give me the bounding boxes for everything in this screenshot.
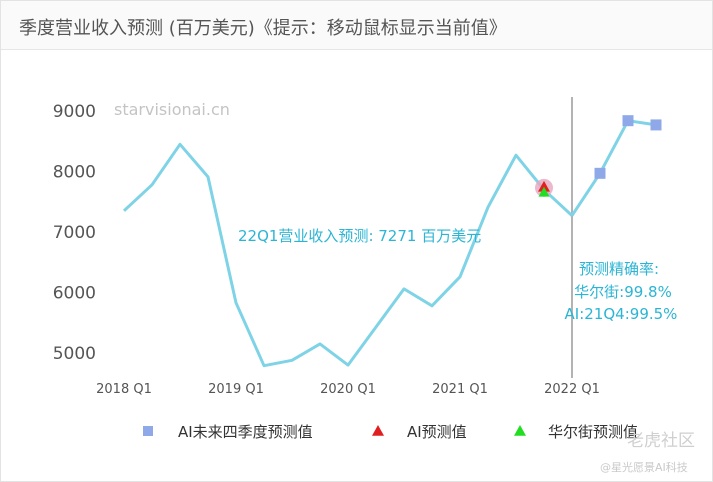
legend-green-triangle-swatch [514, 425, 526, 436]
forecast-square-marker[interactable] [622, 115, 634, 127]
y-tick-label: 6000 [53, 284, 96, 304]
y-tick-label: 9000 [53, 102, 96, 122]
legend[interactable]: AI未来四季度预测值 AI预测值 华尔街预测值 [143, 423, 638, 441]
title-bar: 季度营业收入预测 (百万美元)《提示：移动鼠标显示当前值》 [1, 1, 712, 50]
forecast-annotation: 22Q1营业收入预测: 7271 百万美元 [238, 227, 481, 245]
data-markers[interactable] [535, 115, 662, 197]
y-axis-ticks: 5000 6000 7000 8000 9000 [53, 102, 96, 364]
legend-label[interactable]: AI预测值 [407, 423, 467, 441]
forecast-line[interactable] [570, 119, 657, 217]
y-tick-label: 5000 [53, 344, 96, 364]
y-tick-label: 8000 [53, 163, 96, 183]
x-tick-label: 2021 Q1 [432, 382, 488, 397]
x-tick-label: 2022 Q1 [544, 382, 600, 397]
brand-watermark: 老虎社区 [627, 431, 695, 451]
legend-label[interactable]: 华尔街预测值 [548, 423, 638, 441]
legend-red-triangle-swatch [372, 425, 384, 436]
accuracy-wallstreet: 华尔街:99.8% [574, 283, 672, 301]
accuracy-heading: 预测精确率: [579, 260, 659, 278]
wallstreet-forecast-marker[interactable] [538, 186, 550, 197]
legend-label[interactable]: AI未来四季度预测值 [178, 423, 313, 441]
chart-title: 季度营业收入预测 (百万美元)《提示：移动鼠标显示当前值》 [19, 18, 507, 39]
revenue-line[interactable] [122, 142, 574, 368]
y-tick-label: 7000 [53, 223, 96, 243]
accuracy-ai: AI:21Q4:99.5% [565, 305, 678, 323]
legend-square-swatch [143, 426, 153, 436]
forecast-square-marker[interactable] [650, 119, 662, 131]
credit-watermark: @星光愿景AI科技 [600, 460, 688, 474]
site-watermark: starvisionai.cn [114, 100, 230, 119]
x-tick-label: 2020 Q1 [320, 382, 376, 397]
x-axis-ticks: 2018 Q1 2019 Q1 2020 Q1 2021 Q1 2022 Q1 [96, 382, 600, 397]
ai-forecast-marker[interactable] [538, 180, 550, 192]
x-tick-label: 2018 Q1 [96, 382, 152, 397]
forecast-square-marker[interactable] [594, 167, 606, 179]
x-tick-label: 2019 Q1 [208, 382, 264, 397]
